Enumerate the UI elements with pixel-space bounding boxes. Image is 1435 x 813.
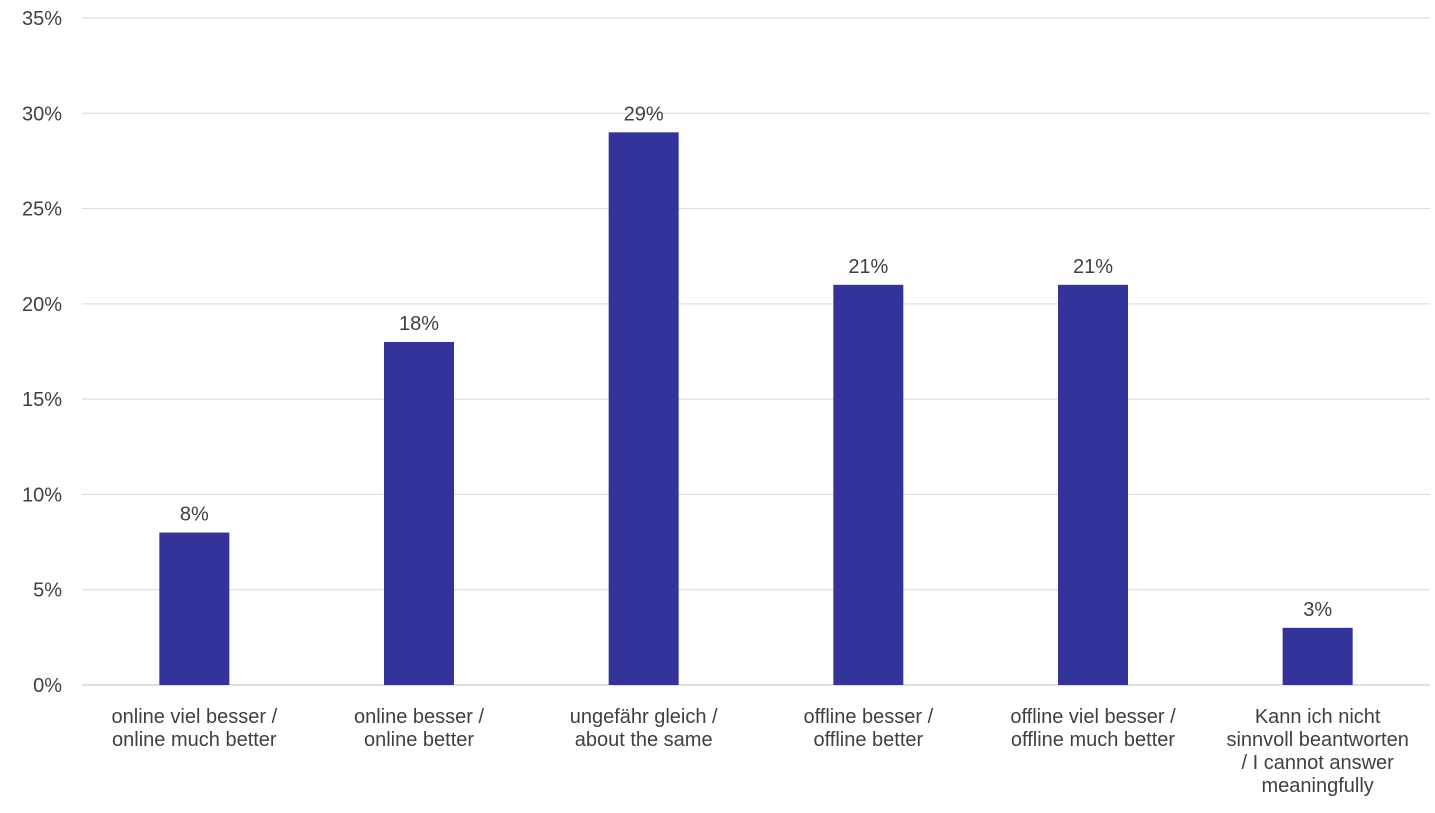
x-tick-label-line: online besser / (354, 706, 485, 728)
x-tick-label: Kann ich nicht sinnvoll beantworten / I ca… (1226, 706, 1408, 797)
y-tick-label: 10% (22, 484, 62, 506)
bar (159, 532, 230, 685)
x-tick-label-line: ungefähr gleich / (570, 706, 718, 728)
data-label: 21% (1073, 256, 1113, 278)
x-tick-label-line: offline better (813, 729, 923, 751)
x-tick-label-line: offline besser / (803, 706, 933, 728)
y-tick-label: 30% (22, 103, 62, 125)
x-tick-label: offline viel besser / offline much better (1010, 706, 1176, 751)
y-tick-label: 15% (22, 389, 62, 411)
y-tick-label: 0% (33, 675, 62, 697)
y-tick-label: 20% (22, 294, 62, 316)
x-tick-label-line: Kann ich nicht (1255, 706, 1381, 728)
x-tick-label-line: sinnvoll beantworten (1226, 729, 1408, 751)
bar (384, 341, 454, 685)
x-tick-label: ungefähr gleich / about the same (570, 706, 718, 751)
x-tick-label: offline besser / offline better (803, 706, 933, 751)
bar (833, 284, 904, 685)
bar (1282, 627, 1353, 685)
y-axis-ticks: 0% 5% 10% 15% 20% 25% 30% 35% (22, 8, 62, 697)
x-tick-label: online viel besser / online much better (112, 706, 278, 751)
x-tick-label-line: online much better (112, 729, 277, 751)
x-tick-label-line: online viel besser / (112, 706, 278, 728)
bars (159, 132, 1353, 686)
x-tick-label-line: offline viel besser / (1010, 706, 1176, 728)
data-label: 21% (848, 256, 888, 278)
bar (608, 132, 679, 686)
x-tick-label-line: offline much better (1011, 729, 1176, 751)
x-tick-label: online besser / online better (354, 706, 485, 751)
x-tick-label-line: / I cannot answer (1242, 752, 1395, 774)
gridlines (82, 17, 1430, 686)
data-label: 18% (399, 313, 439, 335)
data-label: 8% (180, 504, 209, 526)
bar (1058, 284, 1128, 685)
data-labels: 8% 18% 29% 21% 21% 3% (180, 103, 1332, 620)
y-tick-label: 25% (22, 199, 62, 221)
y-tick-label: 35% (22, 8, 62, 30)
x-tick-label-line: meaningfully (1262, 775, 1374, 797)
x-tick-label-line: online better (364, 729, 474, 751)
x-tick-label-line: about the same (575, 729, 713, 751)
y-tick-label: 5% (33, 580, 62, 602)
x-axis-ticks: online viel besser / online much betteron… (112, 706, 1409, 797)
data-label: 3% (1303, 599, 1332, 621)
data-label: 29% (624, 103, 664, 125)
